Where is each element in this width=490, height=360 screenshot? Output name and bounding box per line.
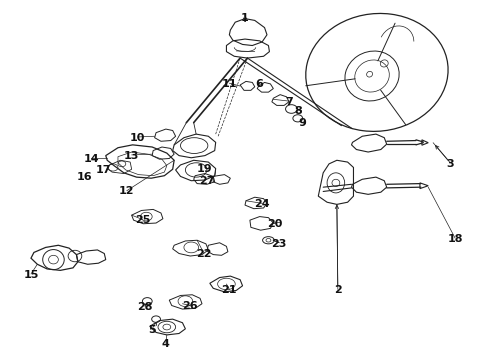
Text: 15: 15 (24, 270, 39, 280)
Text: 11: 11 (221, 79, 237, 89)
Text: 19: 19 (197, 163, 213, 174)
Text: 18: 18 (447, 234, 463, 244)
Text: 1: 1 (241, 13, 249, 23)
Text: 4: 4 (162, 339, 170, 349)
Text: 10: 10 (130, 133, 145, 143)
Text: 9: 9 (299, 118, 307, 128)
Text: 17: 17 (96, 165, 111, 175)
Text: 20: 20 (268, 219, 283, 229)
Text: 5: 5 (148, 325, 156, 335)
Text: 22: 22 (196, 248, 211, 258)
Text: 26: 26 (182, 301, 198, 311)
Text: 12: 12 (119, 186, 135, 197)
Text: 25: 25 (135, 215, 150, 225)
Text: 13: 13 (124, 150, 139, 161)
Text: 16: 16 (77, 172, 93, 182)
Text: 2: 2 (334, 285, 342, 296)
Text: 7: 7 (285, 97, 293, 107)
Text: 23: 23 (271, 239, 287, 249)
Text: 24: 24 (254, 199, 270, 210)
Text: 27: 27 (199, 176, 215, 186)
Text: 21: 21 (221, 285, 237, 296)
Text: 3: 3 (446, 159, 454, 169)
Text: 14: 14 (83, 154, 99, 164)
Text: 8: 8 (294, 106, 302, 116)
Text: 28: 28 (137, 302, 152, 312)
Text: 6: 6 (256, 79, 264, 89)
